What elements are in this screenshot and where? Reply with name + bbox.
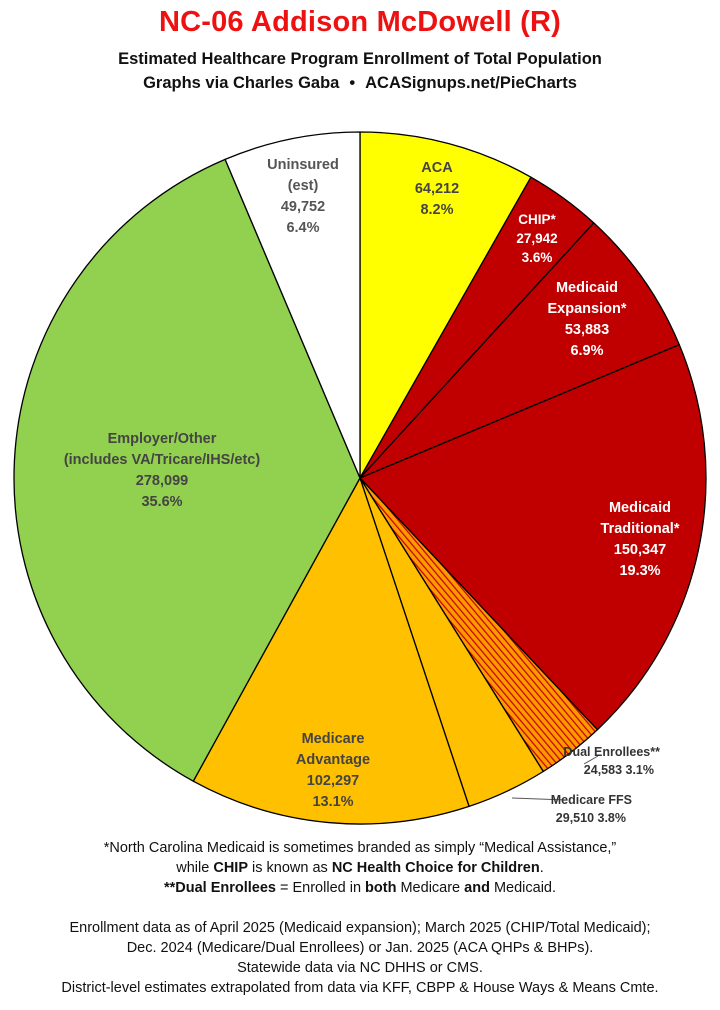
pie-slice-uninsured-est: [224, 131, 361, 479]
slice-label: 150,347: [614, 542, 666, 558]
slice-label: Medicaid: [609, 500, 671, 516]
credit-text: Graphs via Charles Gaba: [143, 74, 340, 92]
footnote-bold: both: [365, 880, 397, 896]
slice-label: 29,510 3.8%: [556, 811, 626, 825]
source-line: Dec. 2024 (Medicare/Dual Enrollees) or J…: [126, 940, 594, 956]
slice-label: Medicare: [302, 731, 365, 747]
pie-slice-medicare-advantage: [192, 477, 470, 825]
slice-label: 278,099: [136, 473, 188, 489]
footnote-line: *North Carolina Medicaid is sometimes br…: [103, 840, 617, 856]
footnote-bold: NC Health Choice for Children: [331, 860, 540, 876]
slice-label: 35.6%: [141, 494, 182, 510]
slice-label: 19.3%: [619, 563, 660, 579]
pie-slice-medicaid-expansion: [359, 222, 680, 479]
slice-label: 49,752: [281, 199, 325, 215]
chart-subtitle: Estimated Healthcare Program Enrollment …: [118, 50, 602, 68]
footnote-line: **Dual Enrollees = Enrolled in both Medi…: [0, 878, 720, 898]
data-sources: Enrollment data as of April 2025 (Medica…: [0, 918, 720, 998]
slice-label: 24,583 3.1%: [584, 763, 654, 777]
slice-label: Expansion*: [548, 301, 627, 317]
source-line: Statewide data via NC DHHS or CMS.: [237, 960, 483, 976]
footnote-text: Medicaid.: [489, 880, 557, 896]
slice-label: 27,942: [516, 231, 557, 246]
slice-label: (includes VA/Tricare/IHS/etc): [64, 452, 261, 468]
site-text: ACASignups.net/PieCharts: [365, 74, 577, 92]
footnote-text: while: [176, 860, 214, 876]
slice-label: 53,883: [565, 322, 609, 338]
slice-label: 6.4%: [286, 220, 319, 236]
source-line: Enrollment data as of April 2025 (Medica…: [69, 920, 651, 936]
slice-label: CHIP*: [518, 212, 556, 227]
footnote-line: while CHIP is known as NC Health Choice …: [0, 858, 720, 878]
footnote-text: is known as: [248, 860, 332, 876]
footnotes: *North Carolina Medicaid is sometimes br…: [0, 838, 720, 898]
slice-label: 3.6%: [522, 250, 553, 265]
leader-line: [583, 755, 599, 765]
footnote-text: .: [539, 860, 544, 876]
bullet-separator: •: [349, 74, 356, 92]
slice-label: 6.9%: [570, 343, 603, 359]
slice-label: Employer/Other: [108, 431, 217, 447]
footnote-text: Medicare: [396, 880, 465, 896]
pie-slice-medicaid-traditional: [359, 344, 707, 731]
slice-label: (est): [288, 178, 319, 194]
source-line: District-level estimates extrapolated fr…: [61, 980, 659, 996]
chart-title: NC-06 Addison McDowell (R): [158, 6, 562, 38]
footnote-bold: and: [464, 880, 490, 896]
slice-label: 64,212: [415, 181, 459, 197]
pie-slice-employer-other-includes-va-tricare-ihs-etc: [13, 158, 361, 782]
footnote-bold: CHIP: [213, 860, 248, 876]
slice-label: Advantage: [296, 752, 370, 768]
slice-label: Medicare FFS: [551, 793, 632, 807]
slice-label: Uninsured: [267, 157, 339, 173]
chart-credit-line: Graphs via Charles Gaba • ACASignups.net/P…: [0, 74, 720, 93]
slice-label: 13.1%: [312, 794, 353, 810]
pie-slice-aca: [359, 131, 532, 479]
slice-label: Traditional*: [601, 521, 680, 537]
slice-label: Medicaid: [556, 280, 618, 296]
slice-label: Dual Enrollees**: [563, 745, 660, 759]
leader-line: [511, 797, 567, 801]
slice-label: ACA: [421, 160, 453, 176]
footnote-text: = Enrolled in: [275, 880, 366, 896]
slice-label: 102,297: [307, 773, 359, 789]
footnote-bold: **Dual Enrollees: [163, 880, 276, 896]
slice-label: 8.2%: [420, 202, 453, 218]
